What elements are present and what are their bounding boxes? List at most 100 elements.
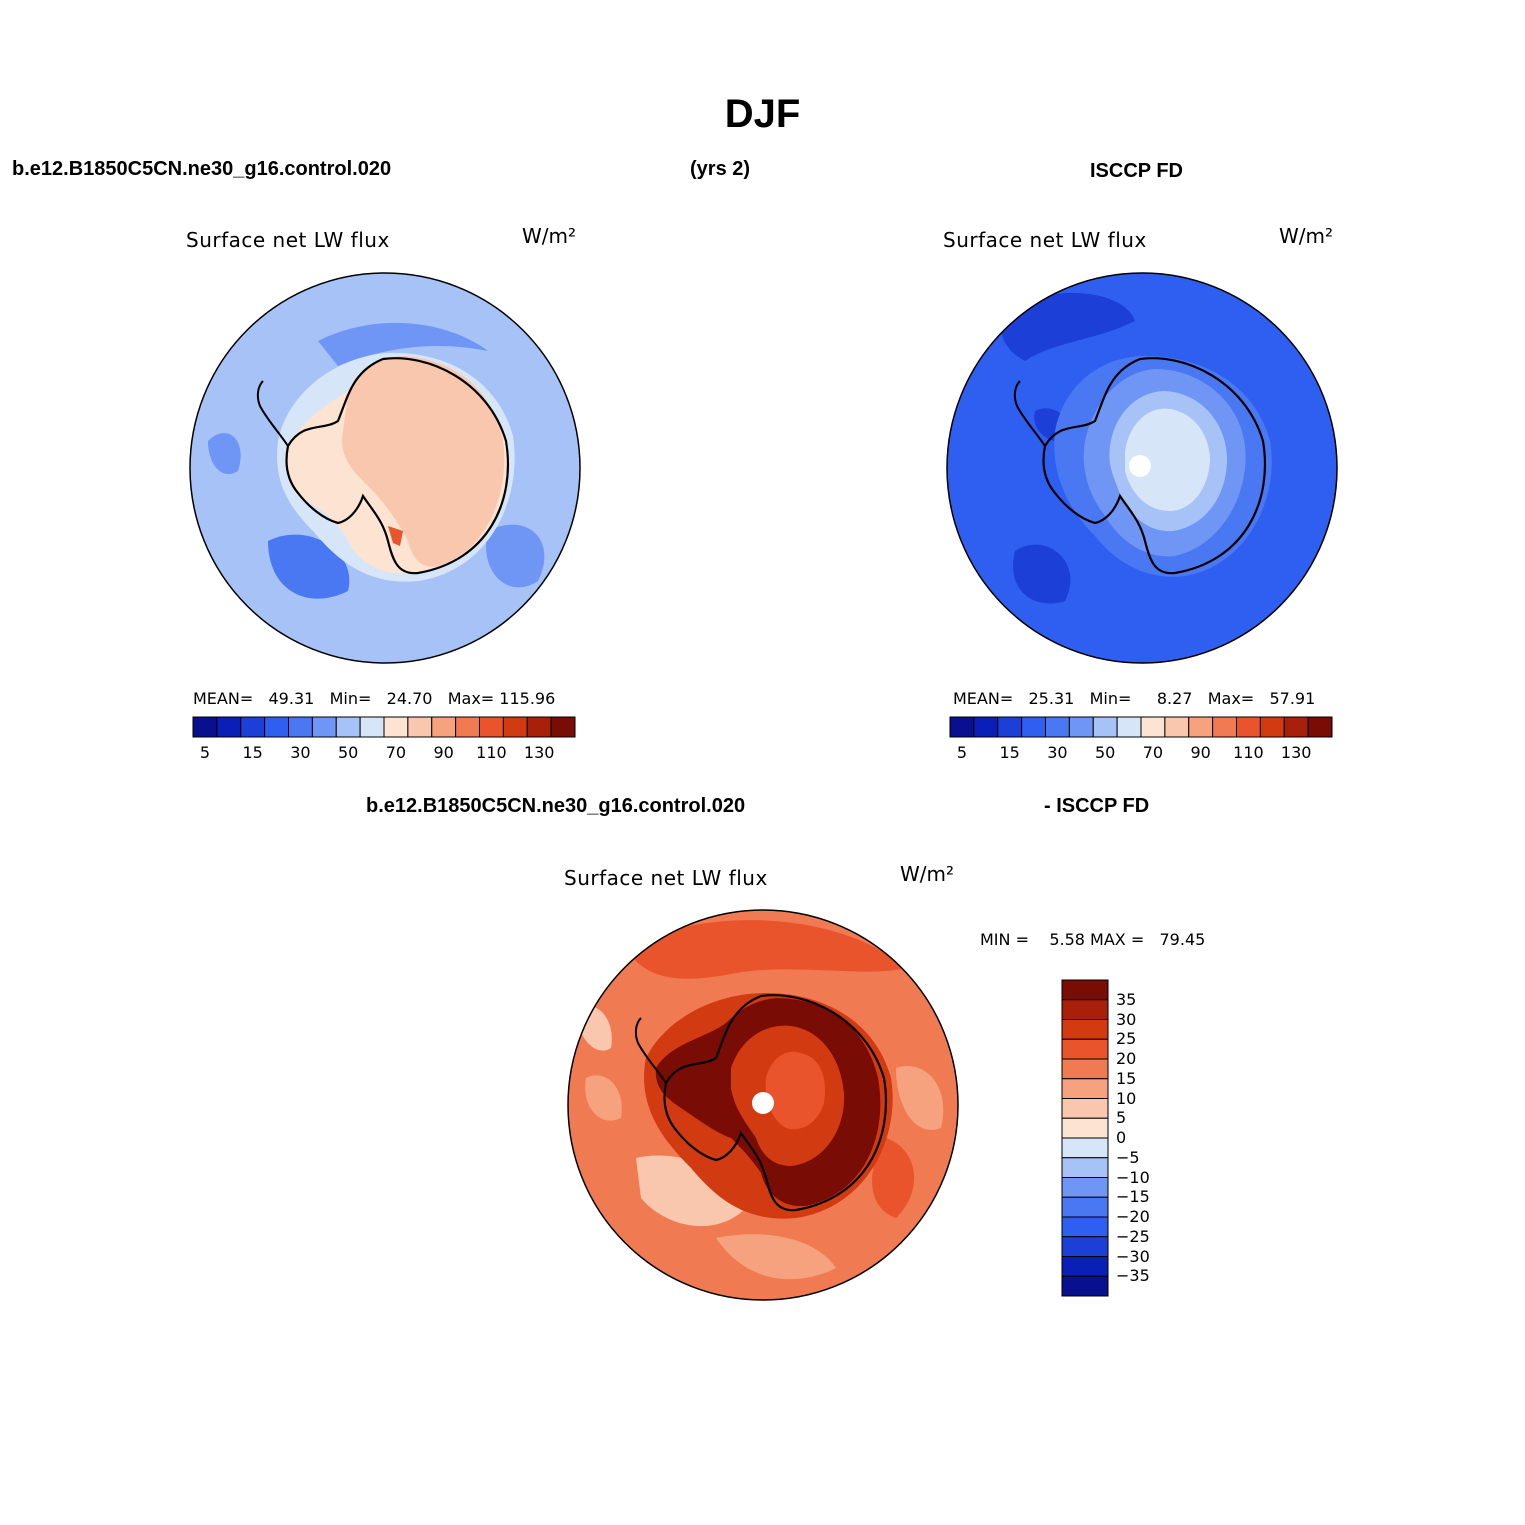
model-colorbar-box [216,716,242,738]
main-title: DJF [724,92,801,136]
diff-colorbar-tick: 15 [1116,1068,1137,1088]
diff-ocean-light-1 [585,1075,622,1121]
model-panel-unit: W/m² [522,224,577,248]
model-map [189,272,581,664]
model-colorbar-tick: 5 [199,743,211,762]
obs-max-value: 57.91 [1269,689,1316,708]
diff-colorbar-box [1061,999,1109,1020]
model-peninsula [256,380,289,447]
model-mean-label: MEAN= [193,689,254,708]
diff-colorbar-box [1061,1236,1109,1257]
obs-pole-mask [1129,455,1151,477]
diff-colorbar-tick: 0 [1116,1128,1127,1147]
model-colorbar-box [359,716,385,738]
diff-colorbar-box [1061,1177,1109,1198]
obs-map [946,272,1338,664]
obs-colorbar-box [1140,716,1166,738]
model-colorbar-box [455,716,480,738]
obs-stats: MEAN= 25.31 Min= 8.27 Max= 57.91 [953,689,1315,708]
model-colorbar-box [288,716,313,738]
model-colorbar-box [431,716,457,738]
diff-colorbar-box [1061,1275,1109,1297]
model-max-label: Max= [447,689,495,708]
model-colorbar-box [502,716,528,738]
obs-colorbar-tick: 90 [1190,743,1211,762]
diff-colorbar-tick: −30 [1116,1246,1150,1266]
diff-case-name: b.e12.B1850C5CN.ne30_g16.control.020 [366,795,746,817]
diff-colorbar-tick: −15 [1116,1187,1150,1207]
diff-colorbar-tick: −35 [1116,1266,1150,1286]
obs-colorbar [949,716,1333,738]
obs-name: ISCCP FD [1090,160,1183,182]
obs-colorbar-box [1116,716,1142,738]
diff-colorbar-box [1061,1098,1109,1119]
obs-colorbar-box [1068,716,1094,738]
obs-colorbar-box [1045,716,1070,738]
model-case-name: b.e12.B1850C5CN.ne30_g16.control.020 [12,158,392,180]
obs-panel-unit: W/m² [1279,224,1334,248]
diff-colorbar-tick: 10 [1116,1088,1137,1108]
years-label: (yrs 2) [690,158,751,180]
obs-panel-title: Surface net LW flux [943,228,1147,252]
model-ocean-dark-2 [268,534,350,599]
diff-colorbar-box [1061,1196,1109,1218]
diff-colorbar-tick: 35 [1116,989,1137,1009]
diff-panel-unit: W/m² [900,862,955,886]
diff-colorbar-tick: 30 [1116,1009,1137,1029]
obs-ocean-dark-1 [1001,292,1135,361]
obs-colorbar-tick: 15 [999,743,1020,762]
model-ocean-dark-1 [318,322,488,366]
obs-colorbar-box [1021,716,1046,738]
diff-colorbar-tick: −25 [1116,1226,1150,1246]
diff-colorbar-box [1061,1137,1109,1159]
model-colorbar-tick: 15 [242,743,263,762]
model-colorbar-box [479,716,504,738]
obs-colorbar-tick: 50 [1095,743,1116,762]
obs-colorbar-ticks: 5 15 30 50 70 90 110 130 [950,743,1332,763]
obs-coastline [1042,357,1267,575]
diff-colorbar-box [1061,979,1109,1001]
obs-colorbar-box [1164,716,1190,738]
model-colorbar-tick: 130 [523,743,555,762]
model-colorbar-tick: 90 [433,743,454,762]
obs-colorbar-box [973,716,999,738]
obs-colorbar-box [1283,716,1309,738]
diff-land-center [765,1051,826,1130]
diff-colorbar-tick: −10 [1116,1167,1150,1187]
model-max-value: 115.96 [499,689,556,708]
model-ocean-dark-4 [208,432,241,475]
model-mean-value: 49.31 [268,689,315,708]
obs-colorbar-tick: 110 [1233,743,1264,762]
model-colorbar-ticks: 5 15 30 50 70 90 110 130 [193,743,575,763]
model-colorbar-box [240,716,266,738]
diff-ocean-dark-2 [872,1138,915,1218]
diff-colorbar-tick: 20 [1116,1049,1137,1068]
model-colorbar-box [383,716,409,738]
obs-colorbar-box [1236,716,1261,738]
model-colorbar-box [550,716,576,738]
diff-colorbar-box [1061,1078,1109,1099]
model-panel-title: Surface net LW flux [186,228,390,252]
model-colorbar-tick: 70 [385,743,407,762]
diff-colorbar-box [1061,1256,1109,1277]
diff-colorbar-box [1061,1058,1109,1080]
diff-coastline [663,994,888,1212]
diff-colorbar-box [1061,1157,1109,1178]
diff-colorbar-box [1061,1216,1109,1238]
obs-mean-label: MEAN= [953,689,1014,708]
model-colorbar-tick: 30 [290,743,311,762]
model-colorbar-tick: 50 [338,743,359,762]
model-colorbar-tick: 110 [476,743,507,762]
diff-ocean-light-2 [716,1234,836,1280]
obs-colorbar-box [1188,716,1214,738]
diff-panel-title: Surface net LW flux [564,866,768,890]
diff-ocean-light-3 [896,1066,944,1130]
diff-ocean-dark-1 [626,920,906,979]
model-colorbar-box [407,716,433,738]
obs-peninsula [1013,380,1046,447]
obs-colorbar-tick: 130 [1280,743,1312,762]
diff-colorbar-tick: −5 [1116,1147,1140,1167]
model-colorbar-box [335,716,361,738]
model-ocean-dark-3 [486,524,545,588]
model-min-value: 24.70 [386,689,433,708]
